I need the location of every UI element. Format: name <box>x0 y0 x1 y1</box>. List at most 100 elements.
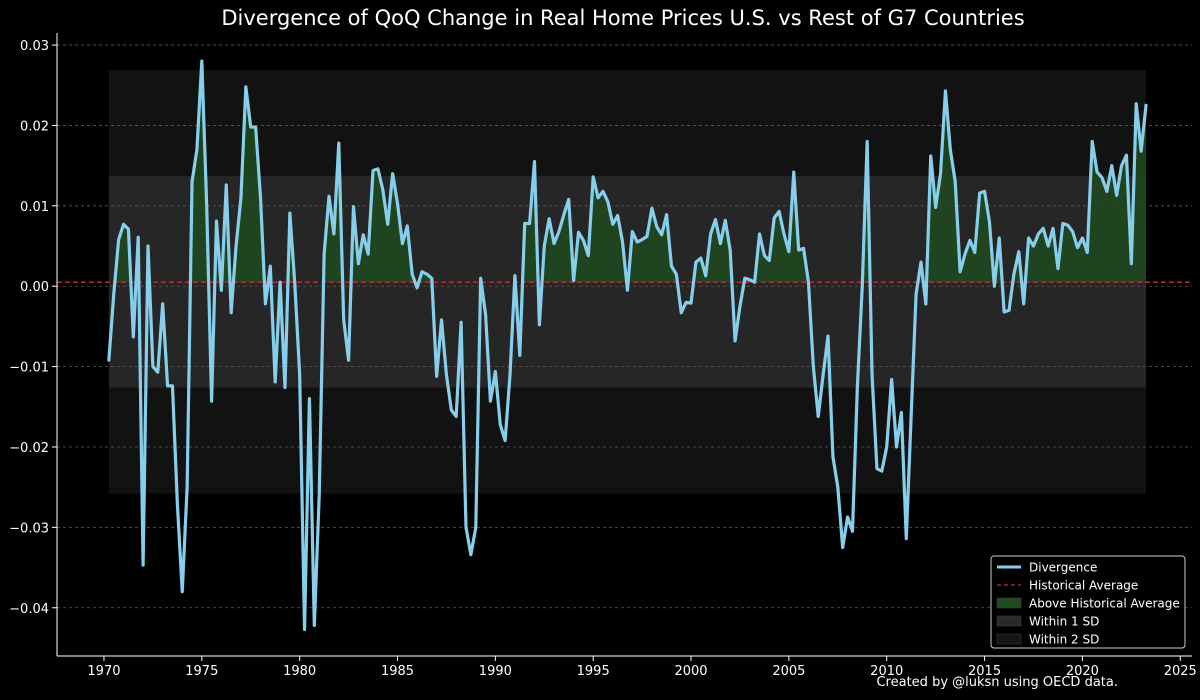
data-point <box>993 285 995 287</box>
data-point <box>788 251 790 253</box>
x-tick-label: 2015 <box>968 664 1001 679</box>
data-point <box>328 195 330 197</box>
data-point <box>396 202 399 205</box>
data-point <box>215 220 218 222</box>
x-tick-label: 2005 <box>772 664 805 679</box>
data-point <box>1057 267 1059 270</box>
data-point <box>612 223 614 225</box>
x-tick-label: 1995 <box>577 664 610 679</box>
data-point <box>504 439 506 442</box>
data-point <box>617 214 619 217</box>
data-point <box>1116 194 1118 196</box>
data-point <box>573 279 575 282</box>
data-point <box>714 218 717 221</box>
data-point <box>431 277 433 279</box>
data-point <box>675 273 677 275</box>
data-point <box>895 446 898 448</box>
data-point <box>470 554 472 556</box>
data-point <box>269 265 271 267</box>
data-point <box>1042 227 1044 229</box>
data-point <box>313 624 315 627</box>
data-point <box>1018 251 1020 253</box>
data-point <box>318 494 320 496</box>
series-points <box>108 60 1147 631</box>
data-point <box>259 197 262 199</box>
data-point <box>401 243 403 245</box>
data-point <box>196 148 198 151</box>
x-axis-ticks: 1970 1975 1980 1985 1990 1995 2000 2005 2010 2015… <box>87 656 1197 679</box>
data-point <box>264 303 267 305</box>
data-point <box>1140 150 1142 152</box>
data-point <box>670 265 673 267</box>
y-tick-label: 0.00 <box>20 280 49 295</box>
data-point <box>465 526 467 528</box>
data-point <box>113 293 115 295</box>
data-point <box>969 239 971 241</box>
data-point <box>245 86 247 88</box>
data-point <box>162 303 164 305</box>
data-point <box>837 486 839 488</box>
x-tick-label: 1980 <box>283 664 316 679</box>
data-point <box>122 223 125 225</box>
data-point <box>343 319 345 321</box>
data-point <box>851 530 854 533</box>
data-point <box>802 247 805 250</box>
data-point <box>294 282 296 284</box>
data-point <box>426 273 428 275</box>
y-tick-label: −0.02 <box>9 441 49 456</box>
data-point <box>817 415 819 418</box>
data-point <box>323 253 325 255</box>
data-point <box>582 239 585 241</box>
data-point <box>475 526 477 528</box>
data-point <box>592 176 594 178</box>
data-point <box>979 192 981 194</box>
legend-label: Divergence <box>1029 561 1097 575</box>
above-average-area <box>190 61 209 283</box>
data-point <box>553 243 555 245</box>
legend-label: Above Historical Average <box>1029 597 1180 611</box>
legend-label: Historical Average <box>1029 579 1138 593</box>
data-point <box>210 400 213 402</box>
data-point <box>636 241 638 243</box>
data-point <box>509 374 511 376</box>
credit-text: Created by @luksn using OECD data. <box>876 675 1118 690</box>
x-tick-label: 1985 <box>381 664 414 679</box>
data-point <box>954 181 956 183</box>
data-point <box>528 222 531 225</box>
data-point <box>793 171 795 173</box>
data-point <box>1130 263 1132 265</box>
above-average-area <box>542 176 627 283</box>
x-tick-label: 2010 <box>870 664 903 679</box>
data-point <box>949 148 951 151</box>
data-point <box>357 263 359 265</box>
legend-item: Above Historical Average <box>996 597 1180 611</box>
data-point <box>176 502 178 504</box>
chart-title: Divergence of QoQ Change in Real Home Pr… <box>221 6 1024 30</box>
data-point <box>974 251 976 254</box>
data-point <box>484 313 487 315</box>
data-point <box>886 446 888 448</box>
data-point <box>1032 245 1035 247</box>
data-point <box>651 207 653 209</box>
data-point <box>445 374 448 376</box>
data-point <box>656 226 658 228</box>
data-point <box>377 168 379 170</box>
data-point <box>308 398 311 400</box>
data-point <box>1101 177 1103 179</box>
data-point <box>255 126 257 128</box>
data-point <box>147 245 149 247</box>
data-point <box>807 281 810 283</box>
data-point <box>1145 104 1147 106</box>
data-point <box>303 628 306 631</box>
data-point <box>558 230 560 233</box>
data-point <box>925 303 927 305</box>
data-point <box>930 155 932 157</box>
legend: Divergence Historical Average Above Histor… <box>990 555 1186 649</box>
data-point <box>1037 233 1039 235</box>
above-average-area <box>233 86 265 283</box>
data-point <box>900 411 903 414</box>
legend-item: Divergence <box>997 561 1097 575</box>
data-point <box>563 214 565 216</box>
legend-label: Within 1 SD <box>1029 615 1099 629</box>
